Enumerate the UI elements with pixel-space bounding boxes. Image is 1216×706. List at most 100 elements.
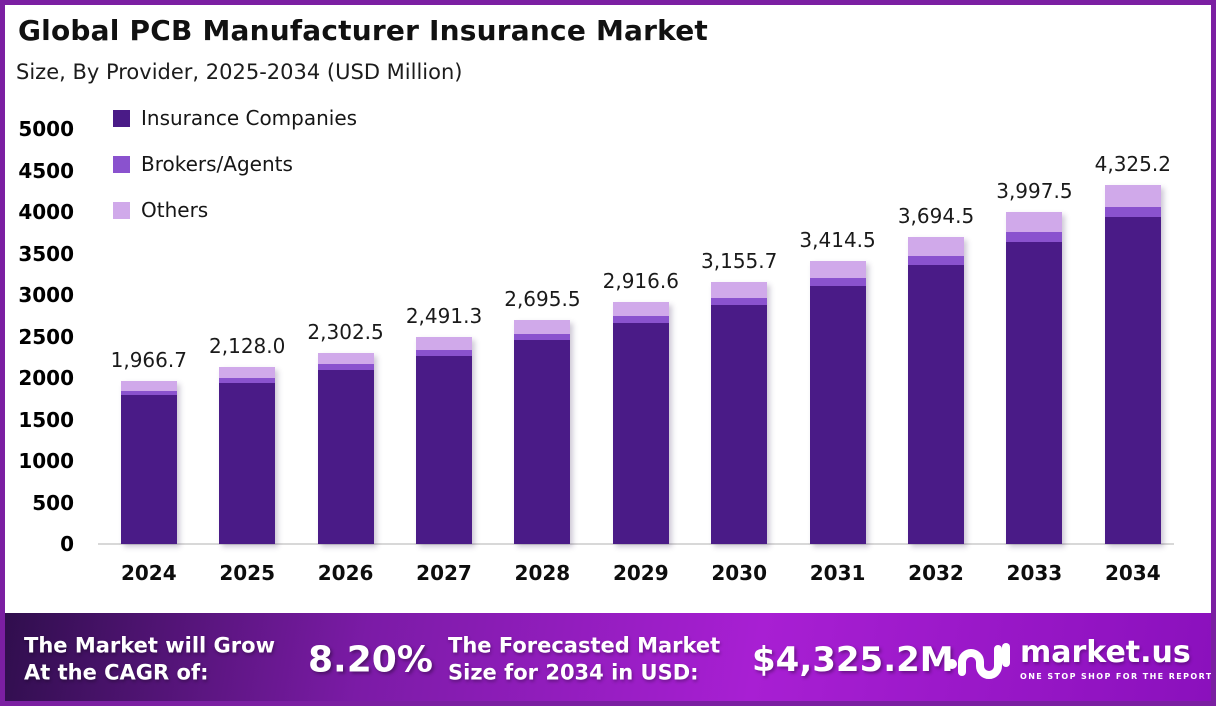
y-axis-tick: 1500 xyxy=(18,407,74,432)
bar-segment-brokers-agents xyxy=(908,255,964,265)
cagr-label: The Market will Grow At the CAGR of: xyxy=(24,632,275,687)
marketus-logo-icon xyxy=(947,642,1010,679)
bar-segment-brokers-agents xyxy=(317,364,374,370)
marketus-logo: market.us ONE STOP SHOP FOR THE REPORTS xyxy=(946,636,1216,684)
y-axis-tick: 3000 xyxy=(18,283,74,307)
x-axis-label: 2028 xyxy=(514,561,571,585)
legend-label: Brokers/Agents xyxy=(141,152,293,176)
bar-segment-insurance-companies xyxy=(1006,241,1063,544)
x-axis-label: 2024 xyxy=(120,561,177,585)
y-axis-tick: 0 xyxy=(60,532,74,556)
legend-label: Insurance Companies xyxy=(141,106,358,130)
bar-stack xyxy=(612,301,669,544)
x-axis-label: 2032 xyxy=(908,561,964,585)
bar-total-label: 3,997.5 xyxy=(996,179,1073,204)
bar-total-label: 2,695.5 xyxy=(504,287,581,312)
bar-segment-brokers-agents xyxy=(1006,232,1063,242)
bar-total-label: 2,302.5 xyxy=(307,319,384,344)
legend-swatch-icon xyxy=(113,155,130,173)
bar-stack xyxy=(514,320,571,544)
y-axis-tick: 4000 xyxy=(18,200,74,224)
legend-swatch-icon xyxy=(113,109,130,127)
bar-segment-others xyxy=(711,282,768,298)
bar-total-label: 2,916.6 xyxy=(602,268,679,293)
legend-swatch-icon xyxy=(113,201,130,219)
bar-segment-brokers-agents xyxy=(219,377,276,384)
bar-total-label: 2,128.0 xyxy=(209,334,286,359)
plot-area: 1,966.7 2024 2,128.0 2025 2,302.5 2026 2,491.3… xyxy=(100,129,1183,585)
x-axis-label: 2029 xyxy=(612,561,669,585)
bar-segment-others xyxy=(317,352,374,365)
bar-segment-insurance-companies xyxy=(317,369,374,544)
x-axis-label: 2027 xyxy=(416,561,472,585)
y-axis-tick: 5000 xyxy=(18,117,74,141)
bar-total-label: 4,325.2 xyxy=(1094,152,1171,177)
bar-total-label: 3,155.7 xyxy=(701,249,778,274)
x-axis-label: 2033 xyxy=(1006,561,1063,585)
marketus-logo-name: market.us xyxy=(1020,635,1191,670)
y-axis-tick: 4500 xyxy=(18,158,74,183)
bar-stack xyxy=(908,237,964,544)
chart-legend: Insurance Companies Brokers/Agents Others xyxy=(113,105,357,243)
x-axis-label: 2025 xyxy=(219,561,276,585)
bar-segment-brokers-agents xyxy=(711,297,768,306)
bar-segment-brokers-agents xyxy=(809,277,866,286)
bar-stack xyxy=(1006,212,1063,544)
forecast-label-line1: The Forecasted Market xyxy=(448,633,721,658)
bar-segment-insurance-companies xyxy=(711,305,768,544)
x-axis-label: 2026 xyxy=(317,561,374,585)
y-axis-tick: 500 xyxy=(32,490,74,515)
bar-stack xyxy=(219,367,276,544)
bar-stack xyxy=(120,380,177,544)
bar-segment-others xyxy=(908,237,964,256)
bar-segment-others xyxy=(809,260,866,278)
bar-segment-insurance-companies xyxy=(219,383,276,544)
marketus-logo-tagline: ONE STOP SHOP FOR THE REPORTS xyxy=(1020,672,1216,681)
bar-total-label: 3,694.5 xyxy=(897,204,975,229)
y-axis-tick: 2500 xyxy=(18,324,74,349)
bar-stack xyxy=(317,352,374,544)
bar-stack xyxy=(416,337,472,544)
bar-segment-others xyxy=(514,320,571,334)
bar-segment-insurance-companies xyxy=(809,285,866,544)
x-axis-label: 2031 xyxy=(809,561,866,585)
bar-segment-others xyxy=(120,380,177,391)
bar-segment-brokers-agents xyxy=(1104,206,1161,217)
legend-item: Others xyxy=(113,197,357,223)
forecast-label: The Forecasted Market Size for 2034 in U… xyxy=(448,632,720,687)
bar-segment-insurance-companies xyxy=(1104,216,1161,544)
x-axis-label: 2034 xyxy=(1104,561,1161,585)
legend-label: Others xyxy=(141,198,209,222)
legend-item: Brokers/Agents xyxy=(113,151,357,177)
bar-stack xyxy=(1104,185,1161,544)
bar-segment-brokers-agents xyxy=(612,316,669,324)
forecast-value: $4,325.2M xyxy=(752,639,954,680)
cagr-value: 8.20% xyxy=(308,639,433,680)
forecast-label-line2: Size for 2034 in USD: xyxy=(448,660,699,685)
bar-segment-insurance-companies xyxy=(908,264,964,544)
bar-total-label: 3,414.5 xyxy=(799,227,876,252)
x-axis-label: 2030 xyxy=(711,561,768,585)
bar-segment-brokers-agents xyxy=(120,390,177,396)
bar-segment-others xyxy=(1104,185,1161,207)
bar-segment-brokers-agents xyxy=(416,349,472,356)
chart-title: Global PCB Manufacturer Insurance Market xyxy=(18,14,708,47)
y-axis-tick: 3500 xyxy=(18,241,74,266)
bar-segment-others xyxy=(219,367,276,378)
bar-segment-insurance-companies xyxy=(416,355,472,544)
legend-item: Insurance Companies xyxy=(113,105,357,131)
y-axis-tick: 1000 xyxy=(18,449,74,473)
bar-segment-others xyxy=(1006,212,1063,233)
x-axis-baseline xyxy=(98,543,1174,545)
y-axis-tick: 2000 xyxy=(18,366,74,390)
bar-segment-insurance-companies xyxy=(514,340,571,544)
marketus-logo-texts: market.us ONE STOP SHOP FOR THE REPORTS xyxy=(1020,635,1216,682)
bar-total-label: 2,491.3 xyxy=(405,304,483,329)
footer-banner: The Market will Grow At the CAGR of: 8.2… xyxy=(0,613,1216,706)
bar-segment-brokers-agents xyxy=(514,333,571,341)
bar-stack xyxy=(809,260,866,544)
bar-total-label: 1,966.7 xyxy=(110,347,187,372)
bar-segment-others xyxy=(416,337,472,350)
bar-segment-insurance-companies xyxy=(120,395,177,544)
